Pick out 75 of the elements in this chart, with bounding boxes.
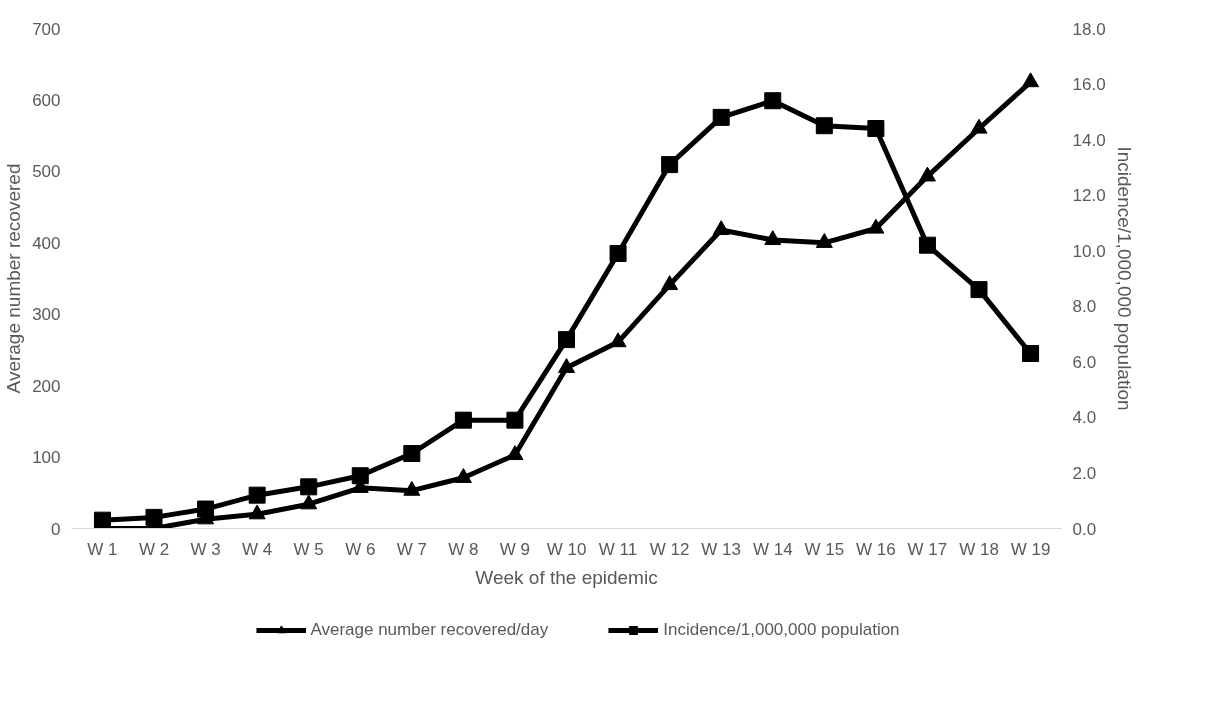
point: [815, 117, 833, 135]
point: [454, 468, 472, 483]
point: [248, 486, 266, 504]
y-tick-label: 0: [51, 519, 61, 539]
point: [197, 500, 215, 518]
point: [918, 166, 936, 182]
x-tick-label: W 13: [701, 539, 742, 559]
point: [712, 220, 730, 236]
y-tick-label: 400: [32, 233, 61, 253]
point: [454, 411, 472, 429]
point: [351, 467, 369, 485]
x-tick-label: W 7: [396, 539, 427, 559]
point: [506, 411, 524, 429]
point: [867, 120, 885, 137]
x-tick-label: W 4: [242, 539, 273, 559]
y2-axis-title: Incidence/1,000,000 population: [1113, 146, 1135, 411]
y-tick-label: 500: [32, 162, 61, 182]
y2-tick-label: 16.0: [1072, 75, 1106, 95]
y2-tick-label: 14.0: [1072, 130, 1106, 150]
x-axis-title: Week of the epidemic: [475, 566, 658, 588]
y2-tick-label: 0.0: [1072, 519, 1097, 539]
y2-tick-label: 4.0: [1072, 408, 1097, 428]
x-tick-label: W 3: [190, 539, 221, 559]
x-tick-label: W 14: [752, 539, 793, 559]
point: [1022, 345, 1040, 362]
x-tick-label: W 8: [448, 539, 479, 559]
point: [300, 478, 318, 496]
legend-label: Incidence/1,000,000 population: [663, 620, 900, 640]
x-tick-label: W 6: [345, 539, 376, 559]
x-tick-label: W 17: [907, 539, 948, 559]
y-axis-title: Average number recovered: [3, 163, 25, 394]
y2-tick-label: 18.0: [1072, 19, 1106, 39]
point: [661, 156, 679, 174]
y-tick-label: 600: [32, 90, 61, 110]
point: [609, 245, 627, 262]
x-tick-label: W 1: [87, 539, 118, 559]
point: [1022, 72, 1040, 88]
y2-tick-label: 12.0: [1072, 186, 1106, 206]
x-tick-label: W 16: [856, 539, 896, 559]
y2-tick-label: 2.0: [1072, 463, 1097, 483]
point: [248, 504, 266, 520]
y-tick-label: 200: [32, 376, 61, 396]
point: [815, 233, 833, 248]
point: [918, 236, 936, 254]
x-tick-label: W 10: [546, 539, 587, 559]
x-tick-label: W 12: [649, 539, 690, 559]
legend-label: Average number recovered/day: [310, 620, 549, 640]
point: [403, 480, 421, 496]
point: [764, 92, 782, 110]
x-tick-label: W 2: [138, 539, 170, 559]
x-tick-label: W 9: [499, 539, 531, 559]
y2-tick-label: 6.0: [1072, 352, 1097, 372]
point: [558, 358, 575, 373]
y-tick-label: 700: [32, 19, 61, 39]
point: [558, 331, 575, 349]
point: [661, 275, 679, 291]
x-tick-label: W 5: [293, 539, 324, 559]
point: [867, 218, 885, 234]
point: [300, 494, 318, 510]
y2-tick-label: 8.0: [1072, 297, 1097, 317]
y-tick-label: 100: [32, 448, 61, 468]
point: [93, 511, 111, 529]
y2-tick-label: 10.0: [1072, 241, 1106, 261]
point: [970, 281, 988, 299]
x-tick-label: W 11: [598, 539, 638, 559]
y-tick-label: 300: [32, 305, 61, 325]
x-tick-label: W 18: [959, 539, 999, 559]
x-tick-label: W 15: [804, 539, 845, 559]
point: [764, 230, 782, 246]
point: [403, 445, 421, 462]
point: [970, 118, 988, 134]
point: [712, 108, 730, 126]
point: [506, 445, 524, 461]
point: [145, 508, 163, 526]
x-tick-label: W 19: [1010, 539, 1051, 559]
